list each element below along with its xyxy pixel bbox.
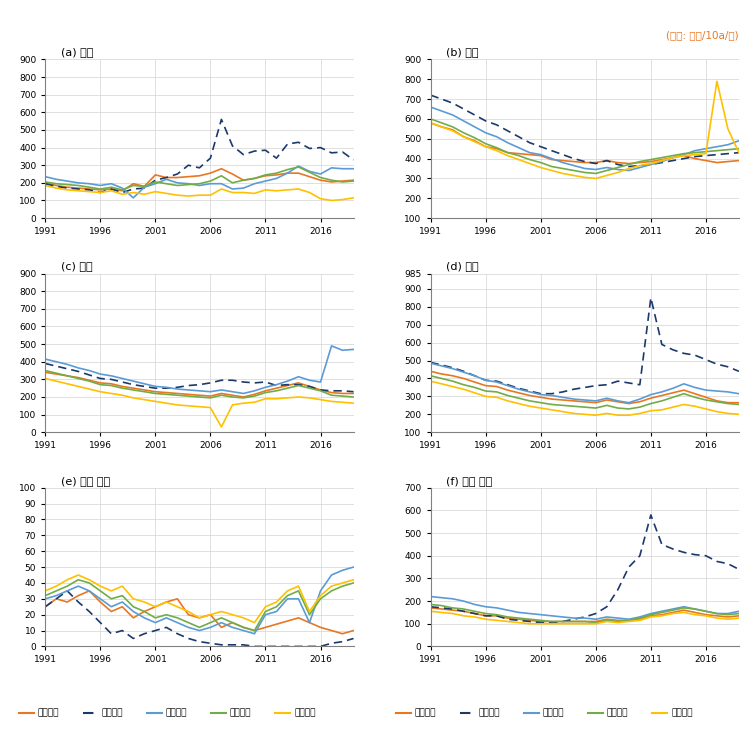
Text: 경상남도: 경상남도	[38, 709, 60, 718]
Text: 전라북도: 전라북도	[230, 709, 252, 718]
Text: (f) 여자 고용: (f) 여자 고용	[446, 476, 492, 486]
Text: (d) 여자: (d) 여자	[446, 262, 479, 271]
Text: 경상북도: 경상북도	[479, 709, 501, 718]
Text: (a) 고용: (a) 고용	[60, 48, 93, 57]
Text: 충청남도: 충청남도	[294, 709, 316, 718]
Text: 경상북도: 경상북도	[102, 709, 124, 718]
Text: 경상남도: 경상남도	[415, 709, 437, 718]
Text: 전라남도: 전라남도	[166, 709, 188, 718]
Text: (c) 남자: (c) 남자	[60, 262, 92, 271]
Text: 충청남도: 충청남도	[671, 709, 693, 718]
Text: (단위: 시간/10a/연): (단위: 시간/10a/연)	[667, 30, 739, 39]
Text: (e) 남자 고용: (e) 남자 고용	[60, 476, 110, 486]
Text: 전라북도: 전라북도	[607, 709, 629, 718]
Text: (b) 자가: (b) 자가	[446, 48, 479, 57]
Text: 전라남도: 전라남도	[543, 709, 565, 718]
